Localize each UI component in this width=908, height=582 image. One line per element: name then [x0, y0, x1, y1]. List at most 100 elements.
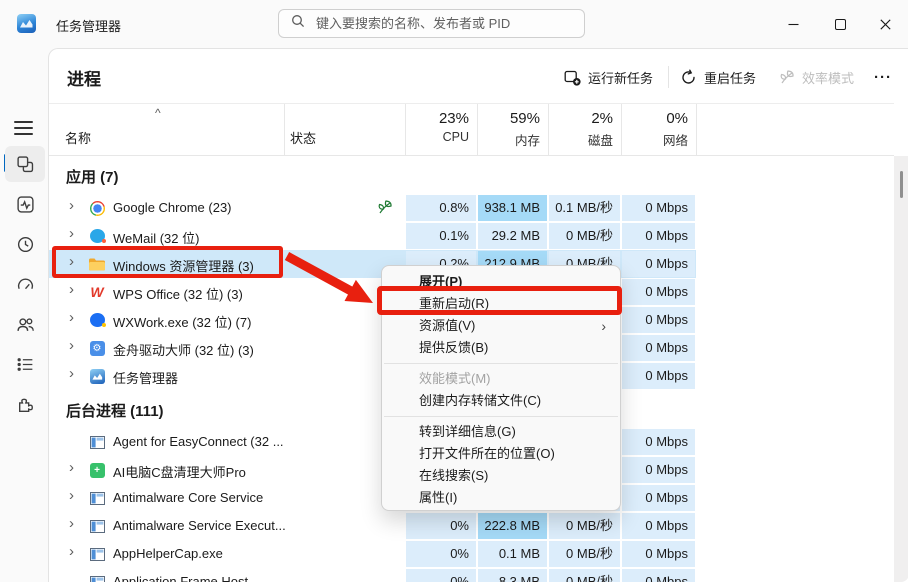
column-header-disk[interactable]: 2% 磁盘 — [587, 110, 613, 148]
process-name: WPS Office (32 位) (3) — [113, 287, 243, 302]
process-row[interactable]: › Antimalware Service Execut... 0% 222.8 MB… — [49, 512, 894, 540]
cpu-cell: 0% — [406, 513, 476, 539]
process-row[interactable]: › AppHelperCap.exe 0% 0.1 MB 0 MB/秒 0 Mbps — [49, 540, 894, 568]
sidebar-item-startup-apps[interactable] — [5, 266, 45, 302]
menu-separator — [384, 363, 618, 364]
network-cell: 0 Mbps — [622, 307, 695, 333]
search-box[interactable] — [278, 9, 585, 38]
sidebar-item-services[interactable] — [5, 386, 45, 422]
chrome-icon — [89, 200, 105, 216]
close-button[interactable] — [862, 0, 908, 48]
more-options-button[interactable]: ··· — [874, 64, 892, 90]
column-header-network[interactable]: 0% 网络 — [662, 110, 688, 148]
process-row[interactable]: Application Frame Host 0% 8.3 MB 0 MB/秒 0 Mb… — [49, 568, 894, 582]
wemail-icon — [89, 228, 106, 244]
network-cell: 0 Mbps — [622, 569, 695, 582]
vertical-scrollbar[interactable] — [894, 156, 908, 582]
menu-item[interactable]: 资源值(V) › — [382, 315, 620, 337]
scrollbar-thumb[interactable] — [900, 171, 903, 198]
group-header-label: 应用 (7) — [66, 169, 119, 186]
hamburger-menu-icon[interactable] — [14, 117, 33, 139]
maximize-button[interactable] — [817, 0, 863, 48]
process-row[interactable]: › WeMail (32 位) 0.1% 29.2 MB 0 MB/秒 0 Mbps — [49, 222, 894, 250]
expand-chevron-icon[interactable]: › — [69, 281, 74, 298]
menu-item[interactable]: 提供反馈(B) — [382, 337, 620, 359]
run-new-task-button[interactable]: 运行新任务 — [564, 64, 653, 90]
process-row[interactable]: › Google Chrome (23) 0.8% 938.1 MB 0.1 MB/秒 0… — [49, 194, 894, 222]
restart-task-button[interactable]: 重启任务 — [680, 64, 756, 90]
expand-chevron-icon[interactable]: › — [69, 309, 74, 326]
sidebar-item-processes[interactable] — [5, 146, 45, 182]
memory-cell: 938.1 MB — [478, 195, 547, 221]
menu-item[interactable]: 在线搜索(S) — [382, 465, 620, 487]
memory-cell: 29.2 MB — [478, 223, 547, 249]
memory-cell: 8.3 MB — [478, 569, 547, 582]
expand-chevron-icon[interactable]: › — [69, 459, 74, 476]
expand-chevron-icon[interactable]: › — [69, 337, 74, 354]
column-header-memory[interactable]: 59% 内存 — [509, 110, 540, 148]
table-header: ^ 名称 状态 23% CPU 59% 内存 2% 磁盘 0% 网络 — [49, 103, 894, 156]
search-input[interactable] — [314, 15, 568, 32]
sort-ascending-icon: ^ — [155, 106, 161, 120]
expand-chevron-icon[interactable]: › — [69, 365, 74, 382]
startup-apps-icon — [17, 278, 33, 289]
sidebar-item-app-history[interactable] — [5, 226, 45, 262]
process-name: Agent for EasyConnect (32 ... — [113, 434, 284, 449]
group-header[interactable]: 后台进程 (111) — [49, 390, 894, 428]
column-header-cpu[interactable]: 23% CPU — [438, 110, 469, 144]
efficiency-mode-button: 效率模式 — [778, 64, 854, 90]
network-cell: 0 Mbps — [622, 279, 695, 305]
users-icon — [16, 317, 34, 331]
ai-clean-icon: + — [89, 462, 105, 478]
sidebar-item-users[interactable] — [5, 306, 45, 342]
process-name: Application Frame Host — [113, 574, 249, 582]
menu-item[interactable]: 属性(I) — [382, 487, 620, 509]
close-icon — [879, 18, 891, 30]
disk-cell: 0 MB/秒 — [549, 541, 620, 567]
menu-item[interactable]: 展开(P) — [382, 271, 620, 293]
column-header-name[interactable]: 名称 — [65, 131, 92, 146]
disk-cell: 0 MB/秒 — [549, 513, 620, 539]
menu-item[interactable]: 转到详细信息(G) — [382, 421, 620, 443]
column-header-status[interactable]: 状态 — [290, 131, 317, 146]
minimize-button[interactable] — [770, 0, 816, 48]
process-name: WeMail (32 位) — [113, 231, 200, 246]
menu-item-label: 打开文件所在的位置(O) — [419, 446, 555, 461]
expand-chevron-icon[interactable]: › — [69, 253, 74, 270]
menu-item-label: 资源值(V) — [419, 318, 476, 333]
annotation-box-explorer — [52, 246, 283, 278]
wps-icon: W — [90, 284, 104, 300]
expand-chevron-icon[interactable]: › — [69, 225, 74, 242]
menu-item[interactable]: 打开文件所在的位置(O) — [382, 443, 620, 465]
process-name: AI电脑C盘清理大师Pro — [113, 465, 246, 480]
expand-chevron-icon[interactable]: › — [69, 515, 74, 532]
efficiency-leaf-icon — [780, 70, 794, 84]
expand-chevron-icon[interactable]: › — [69, 543, 74, 560]
network-cell: 0 Mbps — [622, 485, 695, 511]
performance-icon — [16, 195, 34, 213]
efficiency-leaf-icon — [376, 199, 393, 218]
expand-chevron-icon[interactable]: › — [69, 487, 74, 504]
group-header[interactable]: 应用 (7) — [49, 156, 894, 194]
disk-cell: 0 MB/秒 — [549, 223, 620, 249]
cpu-cell: 0% — [406, 569, 476, 582]
taskmgr-icon — [89, 368, 105, 384]
memory-cell: 0.1 MB — [478, 541, 547, 567]
menu-item[interactable]: 创建内存转储文件(C) — [382, 390, 620, 412]
process-name: AppHelperCap.exe — [113, 546, 223, 561]
restart-icon — [682, 69, 695, 84]
sidebar-item-performance[interactable] — [5, 186, 45, 222]
submenu-arrow-icon: › — [601, 318, 606, 334]
left-nav-rail — [0, 48, 48, 582]
sidebar-item-details[interactable] — [5, 346, 45, 382]
ellipsis-icon: ··· — [874, 68, 892, 86]
process-name: Google Chrome (23) — [113, 200, 232, 215]
process-name: Windows 资源管理器 (3) — [113, 259, 254, 274]
expand-chevron-icon[interactable]: › — [69, 197, 74, 214]
menu-item[interactable]: 重新启动(R) — [382, 293, 620, 315]
network-cell: 0 Mbps — [622, 429, 695, 455]
process-name: 金舟驱动大师 (32 位) (3) — [113, 343, 254, 358]
network-cell: 0 Mbps — [622, 363, 695, 389]
menu-item-label: 提供反馈(B) — [419, 340, 489, 355]
